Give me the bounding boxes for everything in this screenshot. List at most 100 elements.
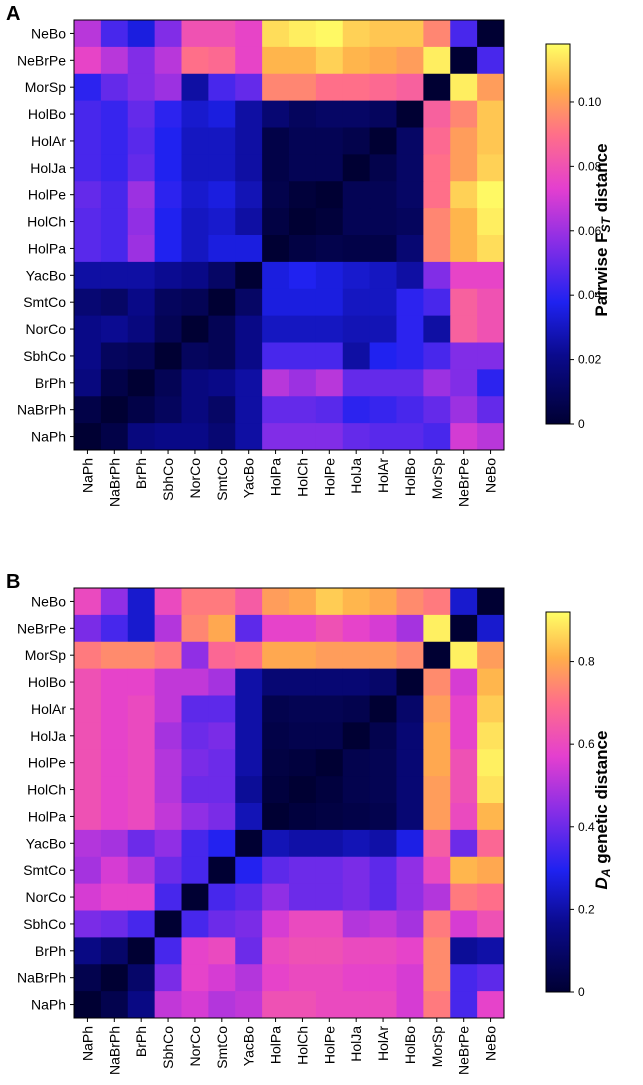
heatmap-cell	[100, 396, 129, 424]
heatmap-cell	[262, 829, 290, 858]
heatmap-cell	[154, 695, 182, 723]
heatmap-cell	[450, 614, 478, 643]
heatmap-cell	[235, 423, 263, 451]
heatmap-cell	[208, 423, 236, 451]
heatmap-cell	[262, 668, 290, 696]
heatmap-cell	[154, 288, 182, 317]
heatmap-cell	[369, 776, 397, 804]
heatmap-cell	[423, 342, 451, 370]
heatmap-cell	[100, 46, 129, 75]
row-label: HolAr	[31, 701, 66, 717]
heatmap-cell	[289, 588, 317, 616]
heatmap-cell	[127, 722, 156, 750]
heatmap-cell	[423, 749, 451, 777]
heatmap-cell	[423, 883, 451, 911]
row-label: YacBo	[26, 835, 66, 851]
heatmap-cell	[369, 423, 397, 451]
heatmap-cell	[450, 641, 478, 670]
heatmap-cell	[127, 46, 156, 75]
column-label: NaBrPh	[106, 1026, 122, 1075]
heatmap-cell	[100, 856, 129, 885]
heatmap-cell	[315, 883, 344, 911]
heatmap-cell	[181, 100, 209, 128]
heatmap-cell	[181, 856, 209, 885]
heatmap-cell	[208, 964, 236, 992]
heatmap-cell	[450, 829, 478, 858]
heatmap-cell	[235, 991, 263, 1019]
heatmap-cell	[369, 235, 397, 263]
heatmap-cell	[262, 235, 290, 263]
colorbar-tick-label: 0.2	[578, 902, 595, 916]
heatmap-cell	[74, 749, 102, 777]
heatmap-cell	[235, 154, 263, 182]
heatmap-cell	[289, 127, 317, 155]
heatmap-cell	[74, 883, 102, 911]
heatmap-cell	[289, 641, 317, 670]
row-label: BrPh	[35, 943, 66, 959]
heatmap-cell	[315, 100, 344, 128]
heatmap-cell	[127, 588, 156, 616]
column-label: HolBo	[402, 458, 418, 496]
heatmap-cell	[342, 396, 371, 424]
heatmap-cell	[181, 288, 209, 317]
heatmap-cell	[289, 937, 317, 965]
column-label: HolCh	[294, 1026, 310, 1065]
heatmap-cell	[235, 369, 263, 397]
heatmap-cell	[342, 668, 371, 696]
heatmap-cell	[450, 261, 478, 290]
heatmap-cell	[289, 154, 317, 182]
heatmap-cell	[396, 423, 424, 451]
heatmap-cell	[477, 964, 505, 992]
colorbar-gradient	[545, 611, 571, 993]
heatmap-cell	[450, 856, 478, 885]
heatmap-cell	[208, 154, 236, 182]
heatmap-cell	[235, 20, 263, 48]
heatmap-cell	[74, 991, 102, 1019]
heatmap-cell	[477, 235, 505, 263]
heatmap-cell	[74, 588, 102, 616]
heatmap-cell	[127, 668, 156, 696]
heatmap-cell	[289, 829, 317, 858]
heatmap-cell	[423, 964, 451, 992]
row-label: HolPe	[28, 755, 66, 771]
heatmap-cell	[154, 588, 182, 616]
heatmap-cell	[127, 614, 156, 643]
heatmap-cell	[154, 20, 182, 48]
heatmap-cell	[477, 396, 505, 424]
heatmap-cell	[450, 315, 478, 343]
heatmap-cell	[154, 100, 182, 128]
heatmap-cell	[396, 100, 424, 128]
heatmap-cell	[181, 73, 209, 102]
colorbar-tick-label: 0.10	[578, 95, 602, 109]
heatmap-cell	[342, 695, 371, 723]
row-label: MorSp	[25, 79, 66, 95]
heatmap-cell	[154, 423, 182, 451]
heatmap-cell	[342, 910, 371, 938]
heatmap-cell	[342, 883, 371, 911]
heatmap-cell	[100, 181, 129, 209]
heatmap-cell	[181, 315, 209, 343]
heatmap-cell	[74, 315, 102, 343]
heatmap-cell	[315, 614, 344, 643]
heatmap-cell	[423, 588, 451, 616]
heatmap-cell	[396, 937, 424, 965]
heatmap-cell	[369, 749, 397, 777]
heatmap-cell	[127, 937, 156, 965]
heatmap-cell	[154, 208, 182, 236]
heatmap-cell	[154, 856, 182, 885]
heatmap-cell	[315, 910, 344, 938]
heatmap-cell	[74, 288, 102, 317]
row-label: MorSp	[25, 647, 66, 663]
heatmap-cell	[423, 261, 451, 290]
heatmap-cell	[100, 749, 129, 777]
heatmap-cell	[208, 261, 236, 290]
column-label: MorSp	[429, 458, 445, 499]
heatmap-cell	[477, 883, 505, 911]
heatmap-cell	[477, 127, 505, 155]
heatmap-cell	[423, 288, 451, 317]
heatmap-cell	[342, 588, 371, 616]
heatmap-cell	[369, 342, 397, 370]
colorbar-gradient	[545, 43, 571, 425]
heatmap-cell	[342, 20, 371, 48]
column-label: NorCo	[187, 1026, 203, 1067]
